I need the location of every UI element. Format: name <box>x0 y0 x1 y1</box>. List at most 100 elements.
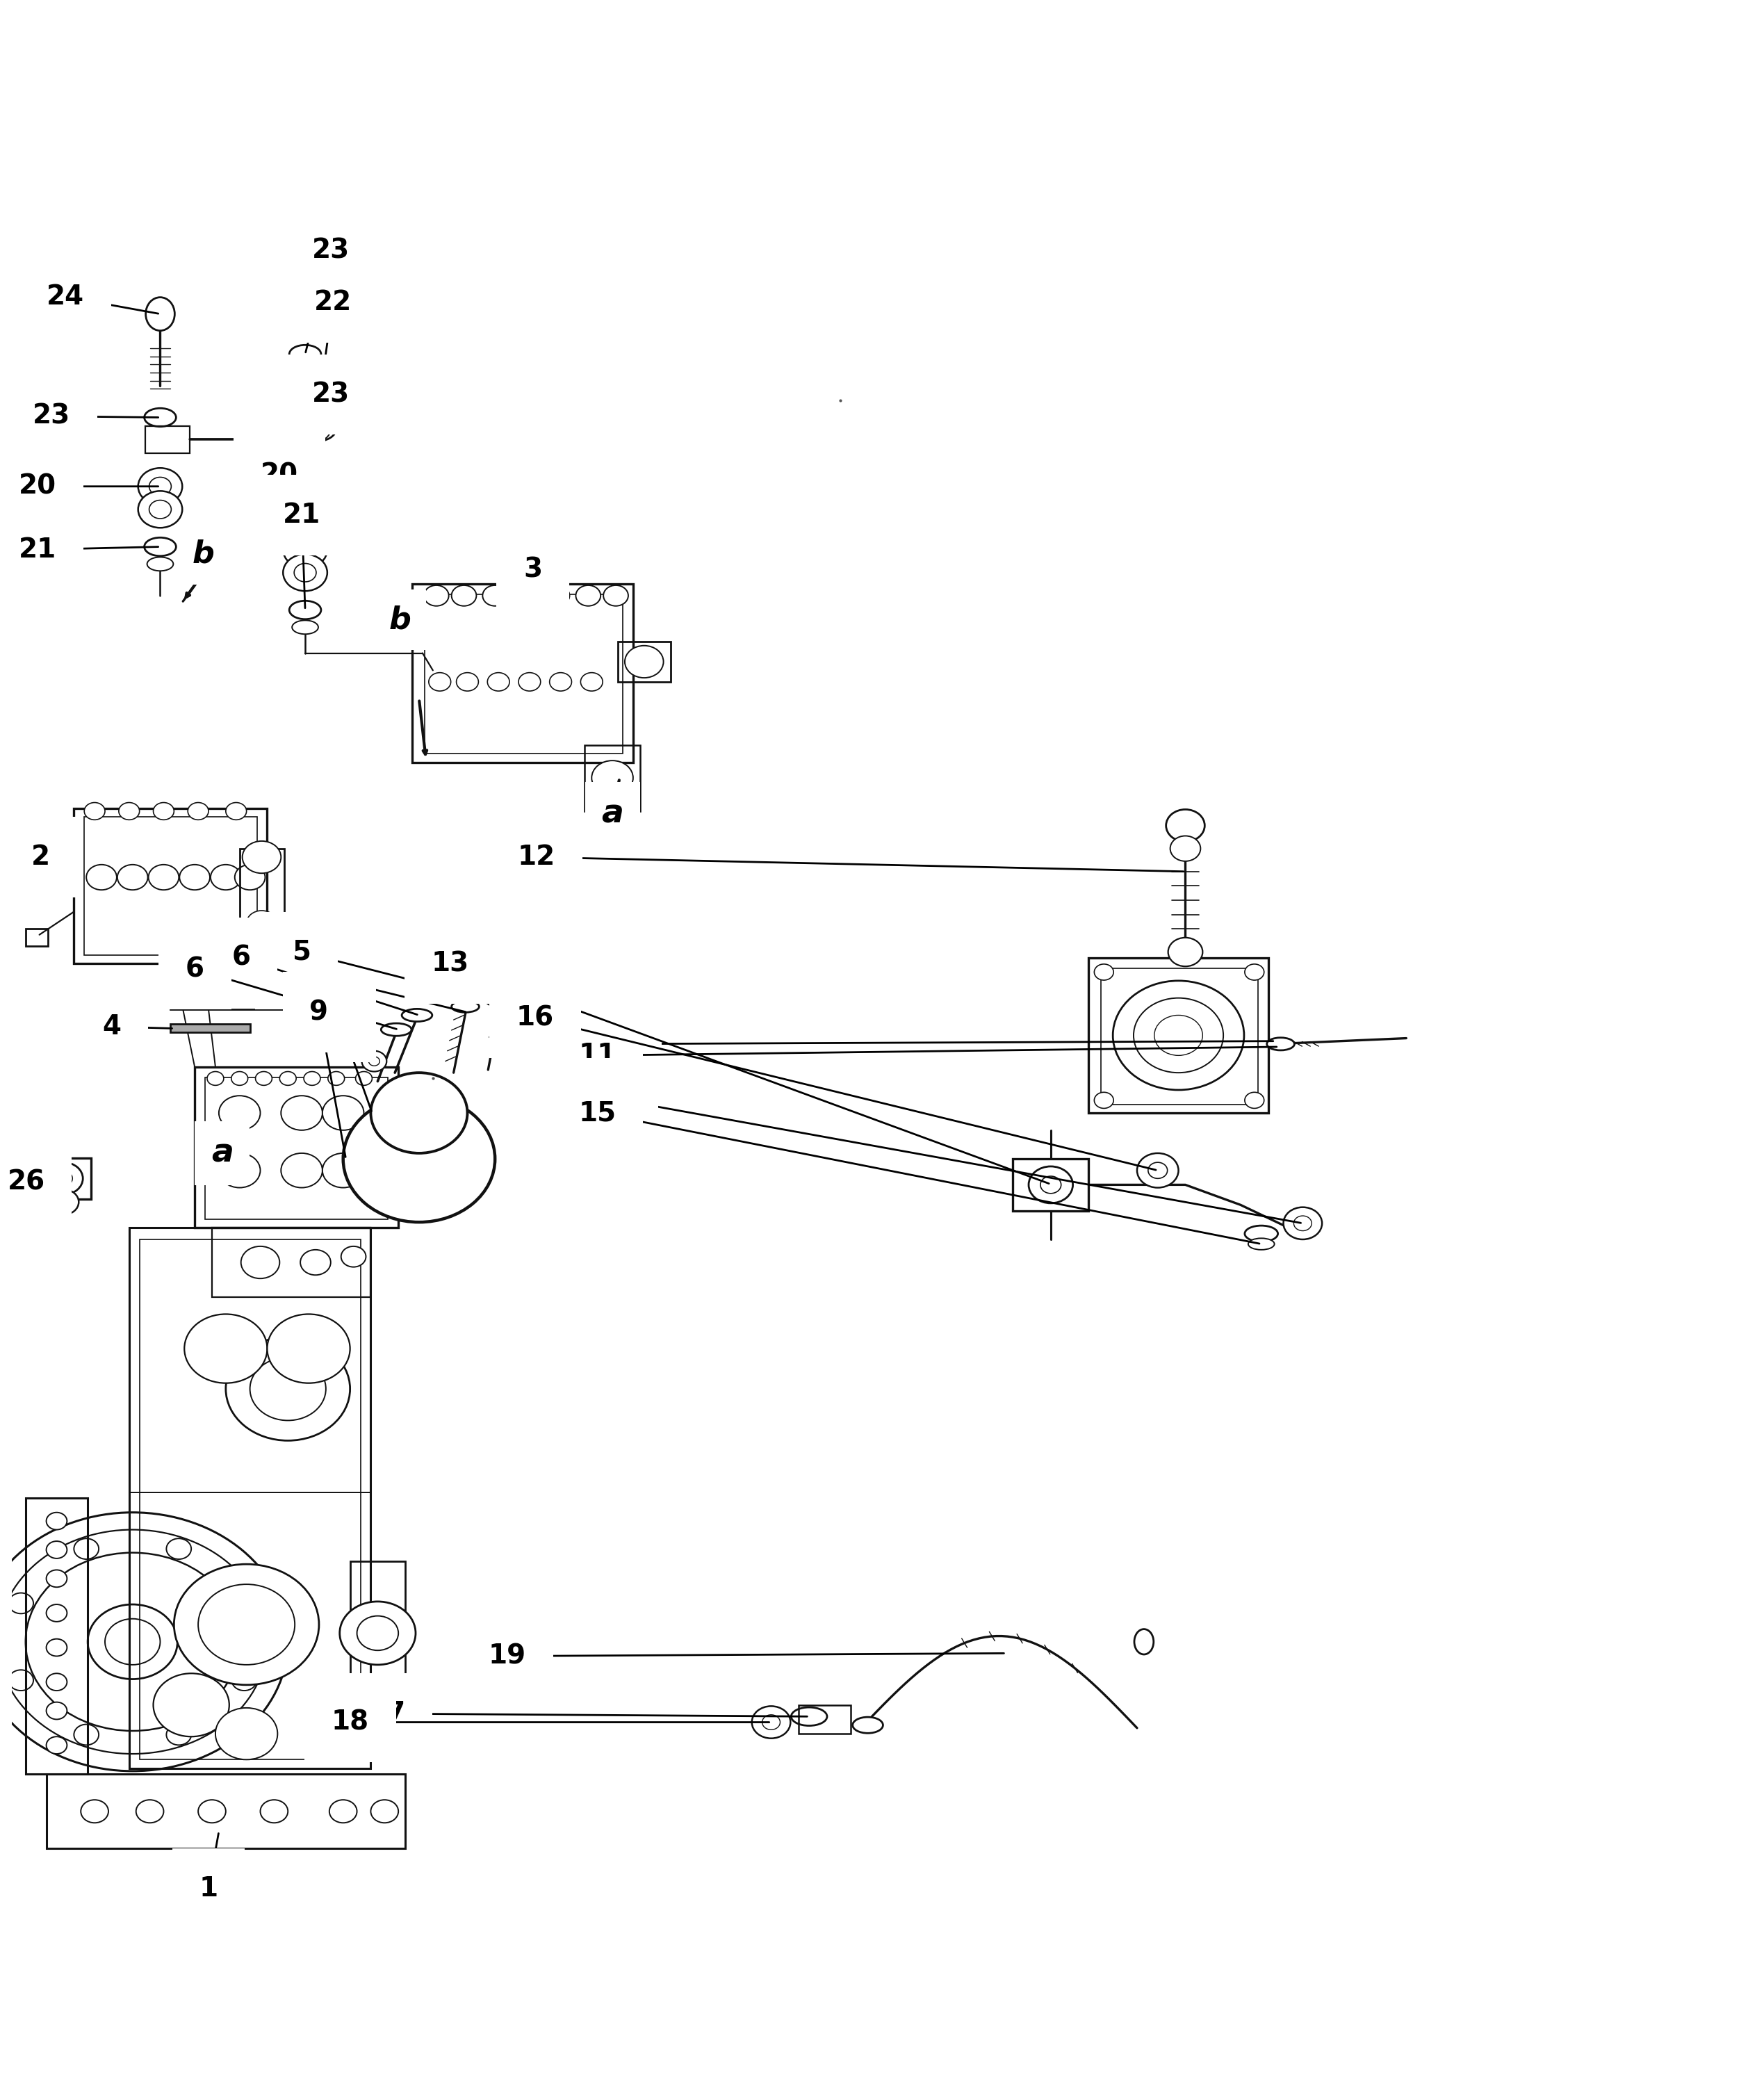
Ellipse shape <box>255 1071 273 1086</box>
Bar <box>171 1025 250 1033</box>
Bar <box>799 1705 851 1735</box>
Ellipse shape <box>1245 964 1264 981</box>
Bar <box>26 928 47 947</box>
Bar <box>1101 968 1259 1105</box>
Ellipse shape <box>0 1529 267 1754</box>
Ellipse shape <box>603 586 628 607</box>
Text: 14: 14 <box>594 1086 1301 1222</box>
Ellipse shape <box>428 672 451 691</box>
Ellipse shape <box>575 586 601 607</box>
Ellipse shape <box>1028 1166 1073 1203</box>
Ellipse shape <box>1248 1239 1274 1250</box>
Ellipse shape <box>292 620 318 634</box>
Ellipse shape <box>290 225 320 258</box>
Ellipse shape <box>1094 964 1113 981</box>
Bar <box>212 1228 371 1298</box>
Ellipse shape <box>451 586 477 607</box>
Ellipse shape <box>456 672 479 691</box>
Ellipse shape <box>514 586 538 607</box>
Ellipse shape <box>329 1071 344 1086</box>
Ellipse shape <box>166 1724 191 1745</box>
Ellipse shape <box>154 802 175 819</box>
Ellipse shape <box>519 672 540 691</box>
Ellipse shape <box>792 1707 827 1726</box>
Ellipse shape <box>166 1539 191 1558</box>
Bar <box>37 1157 91 1199</box>
Ellipse shape <box>218 1096 260 1130</box>
Ellipse shape <box>281 1153 322 1189</box>
Ellipse shape <box>294 563 316 582</box>
Ellipse shape <box>26 1552 239 1730</box>
Text: 24: 24 <box>47 284 159 313</box>
Bar <box>84 817 257 956</box>
Ellipse shape <box>231 1071 248 1086</box>
Ellipse shape <box>1040 1176 1061 1193</box>
Text: 15: 15 <box>579 1100 1259 1243</box>
Ellipse shape <box>149 477 171 496</box>
Ellipse shape <box>225 802 246 819</box>
Ellipse shape <box>1113 981 1245 1090</box>
Ellipse shape <box>1267 1037 1295 1050</box>
Ellipse shape <box>762 1716 780 1730</box>
Ellipse shape <box>246 911 276 937</box>
Ellipse shape <box>488 672 509 691</box>
Ellipse shape <box>260 1800 288 1823</box>
Ellipse shape <box>87 1604 178 1680</box>
Ellipse shape <box>329 1800 357 1823</box>
Ellipse shape <box>322 1153 364 1189</box>
Ellipse shape <box>184 1315 267 1384</box>
Text: 10: 10 <box>598 1031 1273 1056</box>
Ellipse shape <box>1166 809 1204 842</box>
Ellipse shape <box>45 1541 66 1558</box>
Ellipse shape <box>355 1071 372 1086</box>
Ellipse shape <box>232 1594 257 1613</box>
Text: 4: 4 <box>101 1014 171 1040</box>
Ellipse shape <box>580 672 603 691</box>
Text: b: b <box>192 540 215 569</box>
Ellipse shape <box>241 1245 280 1279</box>
Ellipse shape <box>45 1571 66 1588</box>
Ellipse shape <box>250 1357 325 1420</box>
Bar <box>171 958 288 1010</box>
Bar <box>1012 1159 1089 1212</box>
Text: 5: 5 <box>281 956 465 1012</box>
Ellipse shape <box>54 1172 72 1186</box>
Ellipse shape <box>486 995 514 1006</box>
Ellipse shape <box>283 554 327 590</box>
Text: 21: 21 <box>283 502 320 609</box>
Ellipse shape <box>322 1096 364 1130</box>
Ellipse shape <box>45 1674 66 1691</box>
Ellipse shape <box>147 557 173 571</box>
Ellipse shape <box>1245 1226 1278 1241</box>
Ellipse shape <box>225 1338 350 1441</box>
Ellipse shape <box>117 865 149 890</box>
Ellipse shape <box>341 1245 365 1266</box>
Ellipse shape <box>73 1724 100 1745</box>
Bar <box>1089 958 1269 1113</box>
Text: 9: 9 <box>309 1000 346 1157</box>
Ellipse shape <box>357 1615 399 1651</box>
Ellipse shape <box>362 1050 386 1071</box>
Text: a: a <box>601 779 624 830</box>
Text: 22: 22 <box>315 290 351 426</box>
Bar <box>140 1239 360 1760</box>
Text: 1: 1 <box>199 1833 218 1903</box>
Ellipse shape <box>267 1315 350 1384</box>
Ellipse shape <box>45 1638 66 1657</box>
Ellipse shape <box>198 1800 225 1823</box>
Bar <box>290 363 336 391</box>
Ellipse shape <box>243 842 281 874</box>
Ellipse shape <box>218 1153 260 1189</box>
Ellipse shape <box>591 760 633 796</box>
Ellipse shape <box>45 1737 66 1754</box>
Ellipse shape <box>234 865 266 890</box>
Bar <box>425 594 622 754</box>
Ellipse shape <box>198 1583 295 1665</box>
Ellipse shape <box>56 1197 70 1208</box>
Bar <box>205 1077 388 1220</box>
Ellipse shape <box>105 1619 161 1665</box>
Ellipse shape <box>45 1703 66 1720</box>
Bar <box>129 1228 371 1768</box>
Ellipse shape <box>304 1071 320 1086</box>
Text: 13: 13 <box>432 951 1049 1184</box>
